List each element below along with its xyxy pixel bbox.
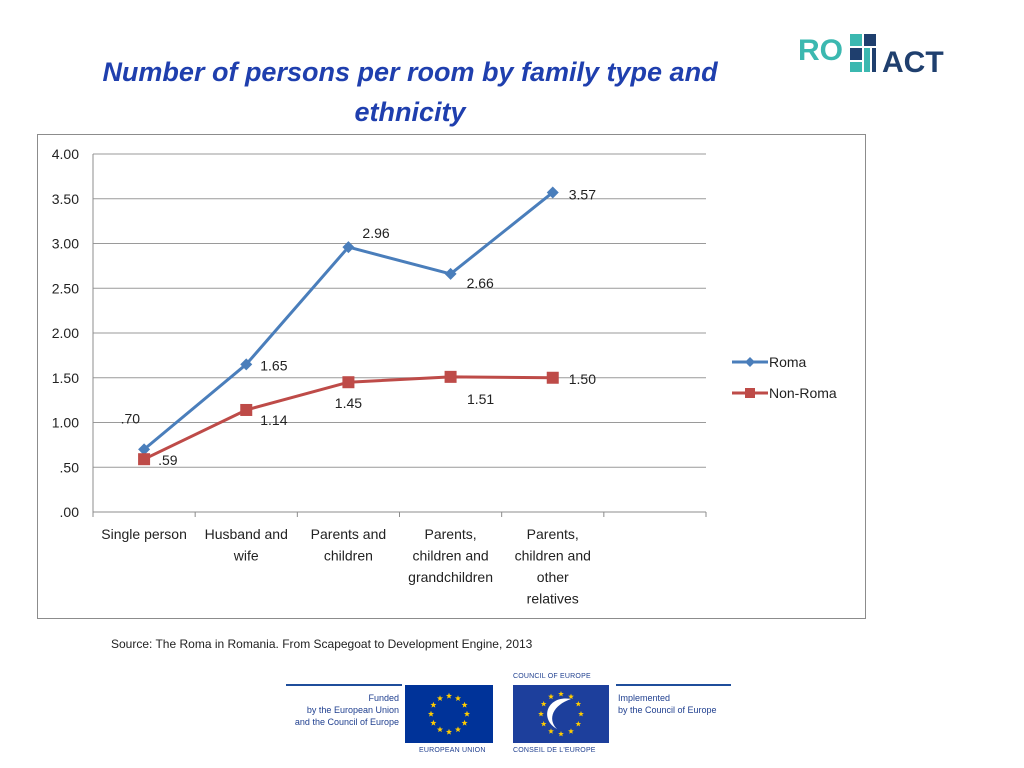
flag-star — [445, 692, 453, 699]
eu-caption: EUROPEAN UNION — [419, 747, 486, 754]
logo-mosaic-2 — [864, 34, 876, 46]
x-category-label: Parents, children and grandchildren — [408, 526, 493, 585]
data-label: .70 — [121, 410, 141, 426]
y-tick-label: 3.00 — [52, 236, 79, 252]
flag-star — [578, 711, 584, 717]
y-tick-label: 4.00 — [52, 146, 79, 162]
funding-footer: Funded by the European Union and the Cou… — [286, 670, 746, 762]
flag-star — [454, 726, 462, 733]
data-label: .59 — [158, 452, 178, 468]
funded-text: Funded by the European Union and the Cou… — [286, 692, 399, 728]
data-label: 1.51 — [467, 391, 494, 407]
legend-label: Roma — [769, 354, 807, 370]
flag-star — [436, 695, 444, 701]
slide-title-line-2: ethnicity — [354, 97, 466, 127]
funded-line-1: Funded — [368, 693, 399, 703]
y-tick-label: 2.50 — [52, 280, 79, 296]
legend-marker-roma — [745, 357, 755, 367]
data-label: 1.45 — [335, 395, 362, 411]
point-roma — [342, 241, 355, 254]
funded-line-3: and the Council of Europe — [294, 717, 399, 727]
legend-marker-non-roma — [745, 388, 755, 398]
point-roma — [240, 358, 253, 371]
coe-caption-top: COUNCIL OF EUROPE — [513, 673, 591, 680]
x-category-label: Husband and wife — [205, 526, 288, 564]
flag-star — [463, 710, 471, 717]
flag-star — [461, 719, 468, 726]
point-non-roma — [240, 403, 253, 416]
data-label: 3.57 — [569, 186, 596, 202]
logo-mosaic-4 — [864, 48, 870, 72]
legend-label: Non-Roma — [769, 385, 837, 401]
logo-mosaic-5 — [872, 48, 876, 72]
point-roma — [546, 186, 559, 199]
x-category-label: Parents and children — [311, 526, 387, 564]
y-tick-label: 2.00 — [52, 325, 79, 341]
flag-star — [436, 726, 444, 733]
logo-mosaic-1 — [850, 34, 862, 46]
flag-star — [568, 728, 574, 734]
data-label: 1.50 — [569, 371, 596, 387]
y-tick-label: .00 — [60, 504, 80, 520]
council-of-europe-flag-icon — [513, 685, 609, 743]
slide-title: Number of persons per room by family typ… — [40, 52, 780, 132]
flag-star — [548, 728, 554, 734]
eu-flag-icon — [405, 685, 493, 743]
data-label: 1.65 — [260, 357, 287, 373]
romact-logo: RO ACT — [798, 34, 944, 76]
data-label: 1.14 — [260, 412, 287, 428]
point-non-roma — [138, 453, 151, 466]
flag-star — [427, 710, 435, 717]
funded-rule — [286, 684, 402, 686]
flag-star — [430, 701, 437, 708]
line-chart: .00 .50 1.00 1.50 2.00 2.50 3.00 3.50 4.00 Single… — [52, 146, 837, 607]
flag-star — [558, 731, 564, 737]
chart-frame: .00 .50 1.00 1.50 2.00 2.50 3.00 3.50 4.00 Single… — [37, 134, 866, 619]
x-category-label: Parents, children and other relatives — [515, 526, 591, 607]
y-tick-label: 1.00 — [52, 415, 79, 431]
flag-star — [445, 728, 453, 735]
flag-star — [575, 701, 582, 707]
implemented-rule — [616, 684, 731, 686]
flag-star — [540, 701, 547, 707]
point-non-roma — [546, 371, 559, 384]
y-tick-label: 3.50 — [52, 191, 79, 207]
coe-caption-bottom: CONSEIL DE L'EUROPE — [513, 747, 596, 754]
point-non-roma — [342, 376, 355, 389]
flag-star — [538, 711, 544, 717]
implemented-line-2: by the Council of Europe — [618, 705, 717, 715]
source-note: Source: The Roma in Romania. From Scapeg… — [111, 637, 533, 651]
funded-line-2: by the European Union — [306, 705, 399, 715]
y-tick-label: .50 — [60, 459, 80, 475]
point-roma — [138, 443, 151, 456]
flag-star — [540, 721, 547, 727]
series-line-non-roma — [143, 375, 553, 461]
logo-text-act: ACT — [882, 46, 944, 76]
point-non-roma — [444, 370, 457, 383]
logo-mosaic-6 — [850, 62, 862, 72]
point-roma — [444, 267, 457, 280]
flag-star — [454, 695, 462, 701]
flag-star — [461, 701, 468, 708]
flag-star — [575, 721, 582, 727]
implemented-line-1: Implemented — [618, 693, 671, 703]
y-tick-label: 1.50 — [52, 370, 79, 386]
implemented-text: Implemented by the Council of Europe — [618, 692, 717, 716]
flag-star — [568, 693, 574, 700]
flag-star — [548, 693, 554, 700]
flag-star — [430, 719, 437, 726]
flag-star — [558, 691, 564, 697]
slide-title-line-1: Number of persons per room by family typ… — [102, 57, 718, 87]
coe-emblem-curve — [547, 698, 571, 729]
data-label: 2.96 — [362, 225, 389, 241]
data-label: 2.66 — [467, 275, 494, 291]
x-category-label: Single person — [101, 526, 187, 542]
logo-text-ro: RO — [798, 34, 843, 67]
logo-mosaic-3 — [850, 48, 862, 60]
